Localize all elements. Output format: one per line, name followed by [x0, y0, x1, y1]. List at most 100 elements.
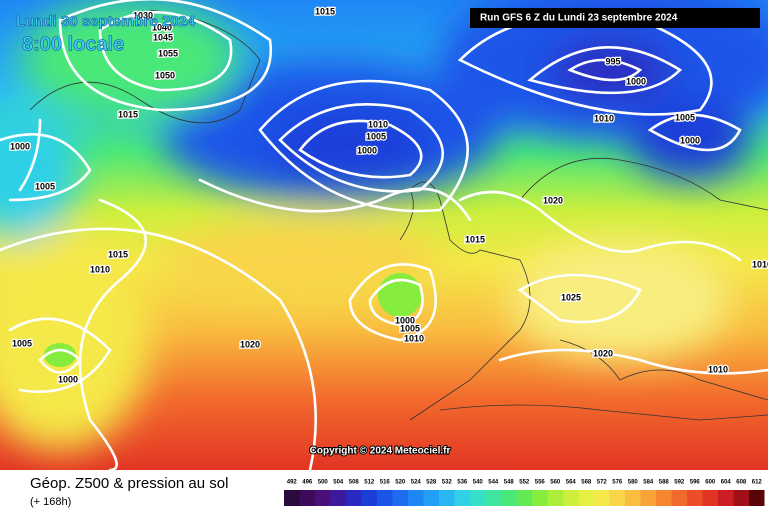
isobar-label: 1015: [108, 249, 128, 259]
isobar-label: 1000: [10, 141, 30, 151]
scale-label: 588: [659, 480, 670, 486]
scale-swatch: [501, 490, 517, 506]
scale-label: 564: [566, 480, 577, 486]
scale-swatch: [563, 490, 579, 506]
scale-swatch: [423, 490, 439, 506]
scale-label: 596: [690, 480, 701, 486]
scale-swatch: [408, 490, 424, 506]
scale-swatch: [594, 490, 610, 506]
scale-swatch: [733, 490, 749, 506]
scale-label: 552: [519, 480, 530, 486]
scale-swatch: [315, 490, 331, 506]
isobar-label: 1025: [561, 292, 581, 302]
scale-label: 512: [364, 480, 375, 486]
scale-swatch: [656, 490, 672, 506]
scale-label: 508: [349, 480, 360, 486]
color-scale: 492 496 500 504 508 512 516 520 524 528 532 536 540 5…: [284, 480, 765, 506]
coastlines: [29, 9, 768, 421]
scale-swatch: [470, 490, 486, 506]
isobar-label: 1000: [626, 76, 646, 86]
scale-label: 580: [628, 480, 639, 486]
scale-swatch: [718, 490, 734, 506]
isobar-label: 1020: [543, 195, 563, 205]
scale-label: 500: [318, 480, 329, 486]
scale-swatch: [578, 490, 594, 506]
scale-label: 504: [333, 480, 344, 486]
valid-time: 8:00 locale: [22, 33, 124, 55]
isobar-label: 1010: [368, 119, 388, 129]
isobar-label: 1010: [90, 264, 110, 274]
isobar-label: 1010: [752, 259, 768, 269]
scale-label: 604: [721, 480, 732, 486]
isobar-label: 1000: [680, 135, 700, 145]
isobar-label: 1045: [153, 32, 173, 42]
scale-label: 576: [612, 480, 623, 486]
scale-label: 520: [395, 480, 406, 486]
scale-swatch: [377, 490, 393, 506]
scale-swatch: [749, 490, 765, 506]
scale-swatch: [284, 490, 300, 506]
scale-label: 540: [473, 480, 484, 486]
scale-label: 568: [581, 480, 592, 486]
scale-label: 592: [674, 480, 685, 486]
valid-date: Lundi 30 septembre 2024: [16, 13, 196, 30]
scale-label: 532: [442, 480, 453, 486]
isobar-label: 1055: [158, 48, 178, 58]
scale-swatch: [702, 490, 718, 506]
scale-swatch: [640, 490, 656, 506]
scale-label: 544: [488, 480, 499, 486]
isobar-label: 1005: [675, 112, 695, 122]
footer-title: Géop. Z500 & pression au sol: [30, 475, 228, 492]
scale-swatch: [687, 490, 703, 506]
scale-label: 612: [752, 480, 763, 486]
scale-label: 516: [380, 480, 391, 486]
scale-swatch: [609, 490, 625, 506]
scale-label: 492: [287, 480, 298, 486]
isobar-label: 1000: [357, 145, 377, 155]
isobar-label: 1010: [404, 333, 424, 343]
scale-label: 572: [597, 480, 608, 486]
scale-swatch: [532, 490, 548, 506]
scale-label: 600: [705, 480, 716, 486]
isobar-label: 1015: [118, 109, 138, 119]
scale-swatch: [485, 490, 501, 506]
isobar-label: 995: [605, 56, 620, 66]
scale-swatch: [671, 490, 687, 506]
scale-swatch: [625, 490, 641, 506]
isobar-label: 1020: [593, 348, 613, 358]
isobar-label: 1000: [395, 315, 415, 325]
scale-label: 496: [302, 480, 313, 486]
scale-swatch: [454, 490, 470, 506]
isobar-label: 1015: [315, 6, 335, 16]
scale-swatch: [439, 490, 455, 506]
scale-label: 528: [426, 480, 437, 486]
scale-swatch: [547, 490, 563, 506]
isobar-label: 1010: [708, 364, 728, 374]
isobar-label: 1005: [35, 181, 55, 191]
scale-swatch: [392, 490, 408, 506]
isobar-label: 1010: [594, 113, 614, 123]
scale-label: 608: [736, 480, 747, 486]
isobar-label: 1005: [400, 323, 420, 333]
scale-label: 556: [535, 480, 546, 486]
isobar-label: 1050: [155, 70, 175, 80]
isobar-label: 1000: [58, 374, 78, 384]
scale-label: 548: [504, 480, 515, 486]
run-box: [470, 8, 760, 28]
scale-swatch: [330, 490, 346, 506]
scale-label: 536: [457, 480, 468, 486]
scale-swatch: [516, 490, 532, 506]
isobar-labels: 1030104010451055105010151015100010051010…: [9, 5, 768, 386]
isobar-label: 1015: [465, 234, 485, 244]
copyright: Copyright © 2024 Meteociel.fr: [310, 446, 451, 457]
footer-lead: (+ 168h): [30, 496, 71, 508]
scale-swatch: [361, 490, 377, 506]
scale-swatch: [346, 490, 362, 506]
scale-swatch: [299, 490, 315, 506]
geopotential-field: [0, 0, 768, 470]
isobar-label: 1040: [152, 22, 172, 32]
scale-label: 584: [643, 480, 654, 486]
run-info: Run GFS 6 Z du Lundi 23 septembre 2024: [480, 13, 678, 24]
scale-label: 524: [411, 480, 422, 486]
